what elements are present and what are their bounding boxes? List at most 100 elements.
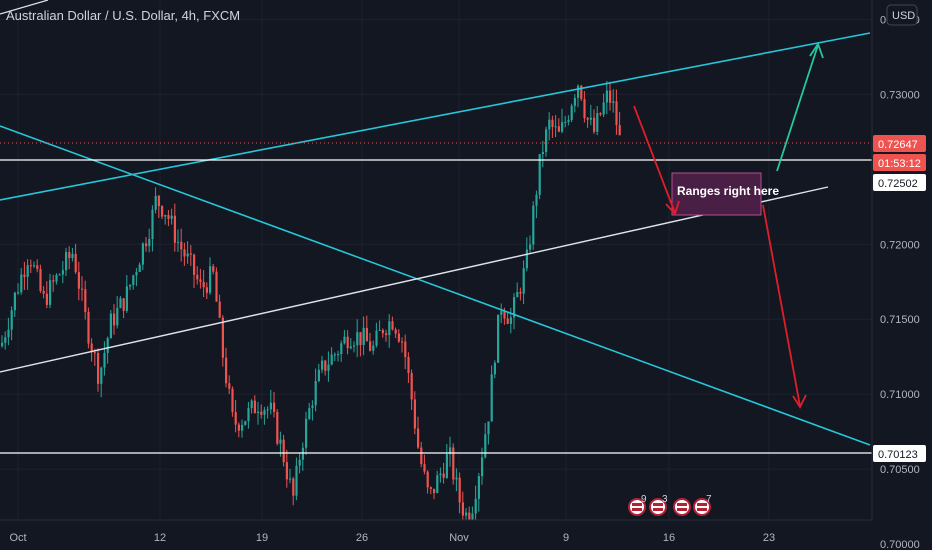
candle-body: [378, 329, 381, 331]
candle-body: [289, 478, 292, 480]
candle-body: [500, 311, 503, 315]
candle-body: [484, 434, 487, 458]
grid: [0, 0, 872, 545]
candle-body: [100, 367, 103, 384]
candle-body: [481, 457, 484, 477]
candle-body: [557, 126, 560, 132]
y-tick-label: 0.73000: [880, 89, 920, 101]
candles: [1, 80, 621, 536]
candle-body: [525, 249, 528, 269]
candle-body: [570, 105, 573, 121]
annotation-text: Ranges right here: [677, 184, 779, 198]
candle-body: [241, 424, 244, 431]
candle-body: [177, 241, 180, 243]
candle-body: [615, 101, 618, 126]
currency-button-group[interactable]: USD: [886, 4, 918, 26]
last-price-label: 0.72647: [878, 139, 918, 151]
candle-body: [583, 98, 586, 119]
red-arrow-2[interactable]: [762, 204, 801, 407]
candle-body: [541, 152, 544, 155]
currency-button-label: USD: [892, 10, 915, 22]
candle-body: [305, 418, 308, 448]
candle-body: [465, 512, 468, 516]
candle-body: [52, 280, 55, 282]
candle-body: [90, 343, 93, 353]
candle-body: [173, 215, 176, 243]
candle-body: [545, 129, 548, 153]
last-price-badge[interactable]: [873, 135, 926, 152]
candle-body: [324, 360, 327, 371]
countdown-label: 01:53:12: [878, 158, 921, 170]
candle-body: [314, 381, 317, 406]
event-flag-stripe: [632, 508, 642, 511]
descending-trend-line[interactable]: [0, 125, 871, 446]
currency-button[interactable]: [886, 4, 918, 26]
candle-body: [97, 353, 100, 384]
candle-body: [509, 317, 512, 324]
candle-body: [129, 284, 132, 287]
candle-body: [317, 369, 320, 382]
candle-body: [122, 298, 125, 311]
candle-body: [445, 454, 448, 478]
candle-body: [516, 292, 519, 298]
level-lower-badge[interactable]: [873, 445, 926, 462]
candle-body: [269, 402, 272, 410]
candle-body: [87, 311, 90, 344]
countdown-badge: [873, 154, 926, 171]
candle-body: [455, 477, 458, 480]
red-arrow-1[interactable]: [633, 105, 676, 214]
candle-body: [423, 464, 426, 472]
candle-body: [196, 274, 199, 280]
candle-body: [353, 345, 356, 347]
event-flag-icon[interactable]: [673, 498, 691, 516]
level-upper-badge[interactable]: [873, 174, 926, 191]
candle-body: [535, 194, 538, 206]
candle-body: [612, 101, 615, 103]
candle-body: [554, 126, 557, 128]
candle-body: [39, 269, 42, 291]
candle-body: [506, 318, 509, 324]
candle-body: [84, 289, 87, 312]
x-tick-label: 16: [663, 532, 675, 544]
candle-body: [333, 354, 336, 356]
candle-body: [564, 122, 567, 124]
annotation-box[interactable]: [671, 172, 762, 216]
green-arrow[interactable]: [776, 44, 819, 172]
candle-body: [407, 357, 410, 373]
candle-body: [77, 272, 80, 289]
candle-body: [148, 238, 151, 247]
candle-body: [605, 90, 608, 103]
event-flag-stripe: [632, 503, 642, 506]
candle-body: [362, 327, 365, 346]
candle-body: [589, 117, 592, 120]
candle-body: [593, 117, 596, 132]
candle-body: [372, 345, 375, 351]
candle-body: [183, 249, 186, 257]
candle-body: [573, 97, 576, 106]
y-tick-label: 0.70000: [880, 539, 920, 550]
candle-body: [346, 336, 349, 349]
event-flag-stripe: [677, 503, 687, 506]
candle-body: [199, 279, 202, 282]
candle-body: [186, 253, 189, 257]
candle-body: [343, 336, 346, 344]
candle-body: [401, 341, 404, 343]
event-flag-stripe: [653, 503, 663, 506]
candle-body: [497, 314, 500, 363]
candle-body: [218, 301, 221, 318]
candle-body: [359, 332, 362, 346]
lower-support-line[interactable]: [0, 186, 829, 373]
candle-body: [429, 487, 432, 489]
candle-body: [458, 477, 461, 503]
x-tick-label: Nov: [449, 532, 469, 544]
candle-body: [10, 310, 13, 330]
candle-body: [532, 205, 535, 245]
candle-body: [215, 271, 218, 302]
candle-body: [449, 447, 452, 455]
candle-body: [618, 125, 621, 136]
upper-channel-line[interactable]: [0, 32, 871, 201]
candle-body: [548, 119, 551, 130]
